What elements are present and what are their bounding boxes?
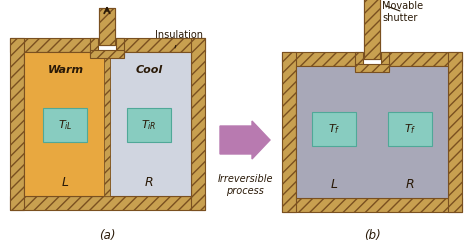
Bar (388, 112, 432, 146)
Bar (98, 38, 116, 54)
Text: $L$: $L$ (61, 175, 69, 188)
Bar (381, 52, 389, 70)
Text: $L$: $L$ (330, 178, 338, 190)
Text: $R$: $R$ (144, 175, 154, 188)
Bar (90, 38, 98, 56)
Bar (282, 52, 296, 212)
Text: (a): (a) (99, 229, 115, 242)
Text: (b): (b) (364, 229, 381, 242)
Bar (355, 52, 363, 70)
Bar (116, 38, 124, 56)
Bar (10, 38, 205, 52)
Bar (296, 66, 448, 198)
Bar (104, 52, 110, 196)
Text: Warm: Warm (48, 65, 83, 75)
Text: Movable
shutter: Movable shutter (382, 1, 423, 23)
Bar (104, 52, 110, 196)
Bar (282, 198, 462, 212)
Bar (127, 108, 171, 142)
Bar (448, 52, 462, 212)
Bar (364, 0, 380, 59)
Bar (282, 52, 462, 66)
Bar (107, 52, 191, 196)
Text: $T_f$: $T_f$ (404, 122, 416, 136)
Text: Irreversible
process: Irreversible process (217, 174, 273, 196)
Bar (99, 8, 115, 45)
Text: Insulation: Insulation (155, 30, 203, 48)
Bar (312, 112, 356, 146)
Bar (10, 196, 205, 210)
Bar (363, 52, 381, 68)
Bar (364, 0, 380, 59)
Bar (24, 52, 107, 196)
Text: $T_f$: $T_f$ (328, 122, 340, 136)
Text: Cool: Cool (135, 65, 162, 75)
Bar (43, 108, 87, 142)
Text: $T_{iL}$: $T_{iL}$ (57, 118, 73, 132)
Text: $T_{iR}$: $T_{iR}$ (141, 118, 157, 132)
FancyArrow shape (220, 121, 270, 159)
Bar (355, 64, 389, 72)
Bar (99, 8, 115, 45)
Bar (191, 38, 205, 210)
Bar (90, 50, 124, 58)
Text: $R$: $R$ (405, 178, 415, 190)
Bar (10, 38, 24, 210)
